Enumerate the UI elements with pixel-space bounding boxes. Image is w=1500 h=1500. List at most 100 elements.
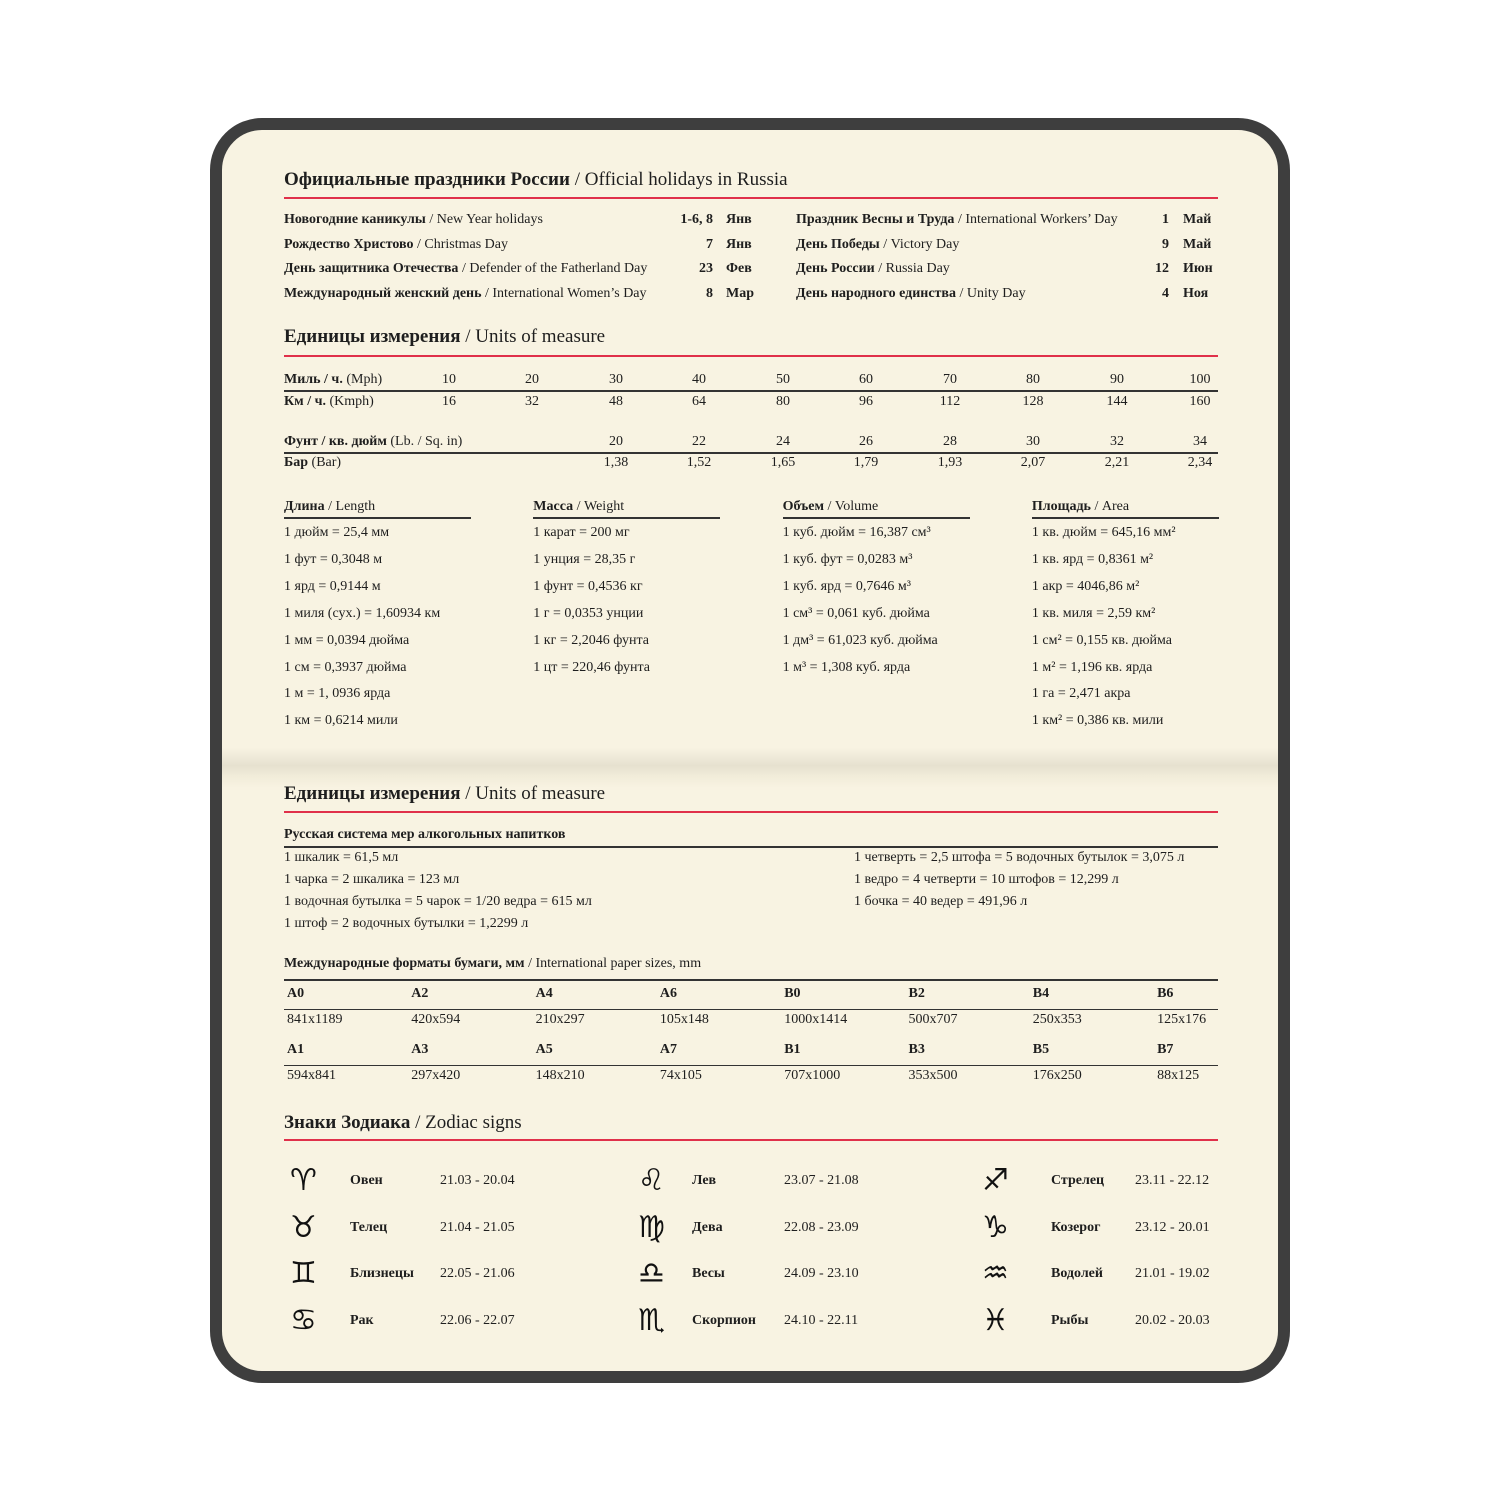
alcohol-item: 1 водочная бутылка = 5 чарок = 1/20 ведр… — [284, 894, 592, 909]
paper-size-value: 74x105 — [659, 1068, 702, 1083]
conversion-header: Площадь / Area — [1032, 499, 1129, 515]
conversion-item: 1 га = 2,471 акра — [1031, 686, 1131, 702]
conversion-item: 1 км² = 0,386 кв. мили — [1031, 713, 1164, 729]
paper-size-name: A0 — [287, 986, 305, 1001]
libra-icon: ♎ — [638, 1256, 665, 1291]
rule — [284, 979, 1218, 981]
conversion-item: 1 цт = 220,46 фунта — [533, 659, 651, 675]
capricorn-icon: ♑ — [982, 1209, 1009, 1245]
zodiac-dates: 23.07 - 21.08 — [784, 1173, 859, 1188]
conversion-item: 1 м² = 1,196 кв. ярда — [1031, 659, 1153, 675]
psi-label: Фунт / кв. дюйм (Lb. / Sq. in) — [284, 434, 462, 450]
zodiac-dates: 22.08 - 23.09 — [784, 1219, 859, 1235]
label-ru: Праздник Весны и Труда — [796, 212, 955, 227]
paper-size-name: B7 — [1157, 1042, 1174, 1057]
rule — [284, 1065, 1218, 1066]
label-en: (Bar) — [308, 455, 342, 470]
zodiac-name: Весы — [692, 1266, 725, 1281]
paper-size-value: 420x594 — [411, 1012, 461, 1027]
label-en: / Length — [324, 499, 376, 514]
aquarius-icon: ♒ — [982, 1256, 1009, 1291]
conversion-item: 1 дм³ = 61,023 куб. дюйма — [782, 632, 938, 648]
holiday-name: День народного единства / Unity Day — [796, 286, 1026, 302]
holiday-name: День Победы / Victory Day — [796, 237, 959, 253]
label-ru: Международный женский день — [284, 285, 482, 301]
label-ru: Новогодние каникулы — [284, 212, 426, 227]
zodiac-dates: 24.10 - 22.11 — [784, 1312, 859, 1328]
section-title-units: Единицы измерения / Units of measure — [284, 326, 605, 348]
paper-size-value: 88x125 — [1157, 1068, 1200, 1083]
page-fold — [222, 748, 1278, 788]
paper-size-value: 176x250 — [1032, 1068, 1082, 1083]
bar-label: Бар (Bar) — [284, 455, 341, 471]
alcohol-item: 1 бочка = 40 ведер = 491,96 л — [854, 894, 1028, 909]
kmh-value: 64 — [692, 394, 706, 409]
paper-size-name: B6 — [1157, 986, 1174, 1001]
label-ru: День России — [796, 261, 875, 276]
zodiac-name: Рак — [350, 1312, 374, 1328]
label-en: / International Women’s Day — [481, 285, 647, 301]
zodiac-name: Лев — [692, 1173, 717, 1188]
label-ru: Официальные праздники России — [284, 169, 570, 190]
conversion-item: 1 м³ = 1,308 куб. ярда — [782, 659, 911, 675]
conversion-item: 1 карат = 200 мг — [533, 525, 630, 540]
rule — [284, 517, 471, 519]
bar-value: 1,65 — [770, 455, 796, 470]
holiday-name: Праздник Весны и Труда / International W… — [796, 212, 1118, 228]
bar-value: 2,34 — [1187, 455, 1213, 470]
conversion-item: 1 фут = 0,3048 м — [284, 551, 383, 567]
conversion-header: Масса / Weight — [533, 499, 624, 515]
scorpio-icon: ♏ — [638, 1302, 665, 1338]
holiday-day: 12 — [1155, 261, 1169, 276]
zodiac-name: Телец — [350, 1219, 388, 1235]
bar-value: 1,38 — [603, 455, 629, 470]
paper-size-name: B5 — [1032, 1042, 1050, 1057]
rule — [284, 390, 1218, 392]
bar-value: 2,21 — [1104, 455, 1130, 470]
conversion-item: 1 акр = 4046,86 м² — [1031, 578, 1140, 594]
label-en: / Zodiac signs — [410, 1112, 522, 1133]
label-en: / Units of measure — [460, 326, 606, 347]
conversion-item: 1 г = 0,0353 унции — [533, 605, 644, 621]
zodiac-dates: 21.03 - 20.04 — [440, 1173, 515, 1188]
alcohol-title: Русская система мер алкогольных напитков — [284, 827, 566, 842]
alcohol-item: 1 штоф = 2 водочных бутылки = 1,2299 л — [284, 916, 529, 931]
taurus-icon: ♉ — [290, 1209, 317, 1245]
conversion-item: 1 кв. ярд = 0,8361 м² — [1031, 551, 1154, 567]
psi-value: 34 — [1193, 434, 1207, 449]
kmh-value: 48 — [609, 394, 623, 409]
paper-size-name: A2 — [411, 986, 429, 1001]
virgo-icon: ♍ — [638, 1209, 665, 1245]
conversion-item: 1 куб. фут = 0,0283 м³ — [782, 551, 913, 567]
holiday-month: Янв — [726, 236, 752, 252]
paper-size-value: 1000x1414 — [784, 1012, 848, 1027]
mph-value: 30 — [609, 372, 623, 387]
zodiac-dates: 21.04 - 21.05 — [440, 1219, 515, 1235]
section-title-zodiac: Знаки Зодиака / Zodiac signs — [284, 1112, 522, 1134]
conversion-item: 1 см³ = 0,061 куб. дюйма — [782, 605, 930, 621]
paper-size-value: 250x353 — [1032, 1012, 1082, 1027]
conversion-item: 1 фунт = 0,4536 кг — [533, 578, 643, 594]
paper-size-value: 594x841 — [287, 1068, 336, 1083]
mph-value: 20 — [525, 372, 539, 387]
holiday-day: 1-6, 8 — [680, 212, 713, 227]
zodiac-dates: 22.06 - 22.07 — [440, 1312, 515, 1328]
mph-value: 10 — [442, 372, 456, 387]
label-ru: Единицы измерения — [284, 326, 461, 347]
holiday-name: Международный женский день / Internation… — [284, 286, 647, 302]
rule — [1031, 517, 1219, 519]
holiday-month: Янв — [726, 212, 752, 227]
red-rule — [284, 1139, 1218, 1141]
mph-value: 90 — [1110, 372, 1124, 387]
kmh-value: 16 — [442, 394, 456, 409]
holiday-day: 8 — [706, 285, 713, 301]
label-en: / Weight — [573, 499, 625, 514]
label-en: / Volume — [824, 499, 879, 514]
label-ru: День Победы — [796, 236, 880, 252]
zodiac-name: Стрелец — [1051, 1173, 1105, 1188]
gemini-icon: ♊ — [290, 1256, 317, 1291]
holiday-day: 1 — [1162, 212, 1169, 227]
conversion-item: 1 кв. дюйм = 645,16 мм² — [1031, 525, 1176, 540]
alcohol-item: 1 ведро = 4 четверти = 10 штофов = 12,29… — [854, 872, 1119, 887]
paper-size-name: A7 — [659, 1042, 678, 1057]
